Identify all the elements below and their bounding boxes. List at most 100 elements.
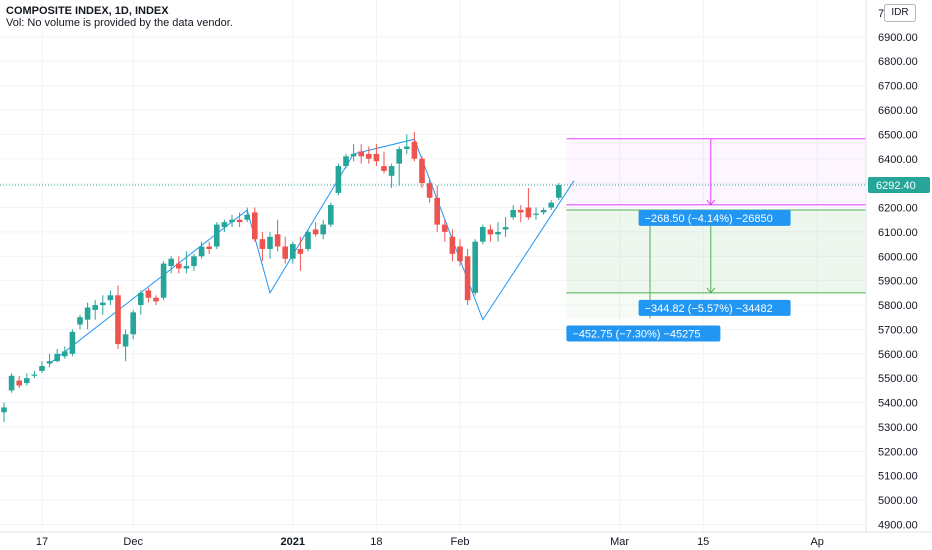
candle-body — [358, 151, 364, 157]
price-tick-label: 5800.00 — [878, 300, 918, 312]
measure-label-3-bg — [566, 325, 721, 342]
candle — [320, 219, 326, 240]
candle — [191, 253, 197, 271]
candle — [426, 178, 433, 203]
time-tick-label: 15 — [697, 536, 709, 548]
time-tick-label: Mar — [610, 536, 629, 548]
measure-label-2: −344.82 (−5.57%) −34482 — [645, 303, 773, 315]
candle — [54, 348, 60, 363]
candle-body — [419, 158, 425, 184]
grid — [0, 0, 866, 532]
candle-body — [290, 244, 296, 259]
candle-body — [404, 146, 410, 150]
candle — [495, 222, 501, 242]
candle-body — [442, 224, 448, 232]
measure-label-1-bg — [638, 209, 791, 226]
candle-body — [525, 207, 532, 218]
candle — [122, 329, 129, 362]
price-axis[interactable]: 4900.00 5000.00 5100.00 5200.00 5300.00 5400.… — [865, 0, 932, 550]
candle-body — [556, 185, 562, 198]
candle-body — [138, 292, 144, 306]
candle — [388, 163, 395, 189]
candle — [411, 131, 418, 162]
price-tick-label: 5200.00 — [878, 446, 918, 458]
candle — [343, 153, 349, 169]
candle — [198, 241, 205, 259]
candle-body — [457, 246, 463, 262]
candle — [449, 229, 456, 262]
price-tick-label: 6700.00 — [878, 81, 918, 93]
candle — [8, 373, 15, 393]
candle-body — [472, 241, 478, 293]
projection-boxes[interactable] — [566, 138, 866, 319]
price-tick-label: 5000.00 — [878, 495, 918, 507]
candle-body — [198, 246, 205, 257]
candle-body — [244, 214, 250, 220]
time-tick-label: 17 — [36, 536, 48, 548]
candle-body — [24, 378, 30, 384]
candle-body — [31, 374, 38, 376]
candle-body — [480, 227, 486, 242]
candle — [381, 151, 387, 174]
price-tick-label: 6400.00 — [878, 154, 918, 166]
time-tick-label: Ap — [810, 536, 823, 548]
candle — [69, 329, 76, 357]
candle — [214, 222, 220, 249]
candle — [297, 236, 304, 271]
candle — [556, 183, 562, 201]
candle-body — [518, 209, 524, 213]
candle-body — [449, 236, 456, 254]
price-tick-label: 5500.00 — [878, 373, 918, 385]
candle — [312, 222, 319, 237]
time-axis[interactable]: 17 Dec 2021 18 Feb Mar 15 Ap — [0, 531, 932, 548]
candle — [31, 370, 38, 379]
candle-body — [8, 375, 15, 391]
candle — [206, 241, 212, 254]
candle-body — [350, 153, 357, 157]
candle — [290, 241, 296, 264]
currency-badge[interactable]: IDR — [884, 4, 916, 22]
candle-body — [540, 209, 547, 213]
time-tick-label: Feb — [451, 536, 470, 548]
candle-body — [115, 295, 121, 345]
candle-body — [92, 305, 98, 310]
candle-body — [510, 209, 516, 218]
candle-body — [267, 236, 273, 249]
candle-body — [16, 380, 22, 386]
candle-body — [434, 197, 440, 225]
candle-body — [130, 312, 136, 335]
candle — [176, 256, 182, 274]
candle-body — [229, 219, 235, 223]
price-tick-label: 5400.00 — [878, 398, 918, 410]
price-tick-label: 6600.00 — [878, 105, 918, 117]
candle-body — [183, 266, 190, 269]
candle — [62, 346, 68, 359]
candle — [350, 144, 357, 162]
candle-body — [343, 156, 349, 167]
candle — [480, 224, 486, 245]
candle-body — [502, 227, 509, 230]
candle — [259, 231, 266, 262]
time-tick-label: 18 — [370, 536, 382, 548]
candle-body — [221, 222, 228, 228]
candle-body — [328, 205, 334, 225]
candles — [1, 131, 562, 423]
candle-body — [381, 166, 387, 171]
candle-body — [320, 224, 326, 235]
candle-body — [282, 246, 288, 259]
chart-title: COMPOSITE INDEX, 1D, INDEX — [6, 5, 169, 17]
candle-body — [160, 263, 167, 298]
candle — [130, 309, 136, 340]
candle — [464, 248, 471, 306]
candle-body — [84, 307, 91, 320]
candle-body — [366, 153, 372, 159]
candle-body — [39, 365, 45, 371]
candle-body — [388, 166, 395, 176]
target-zone[interactable] — [566, 138, 866, 205]
candle-body — [312, 229, 319, 235]
measure-label-3: −452.75 (−7.30%) −45275 — [572, 328, 700, 340]
last-price-badge[interactable] — [868, 177, 930, 193]
candle — [84, 302, 91, 330]
measure-label-1: −268.50 (−4.14%) −26850 — [645, 213, 773, 225]
